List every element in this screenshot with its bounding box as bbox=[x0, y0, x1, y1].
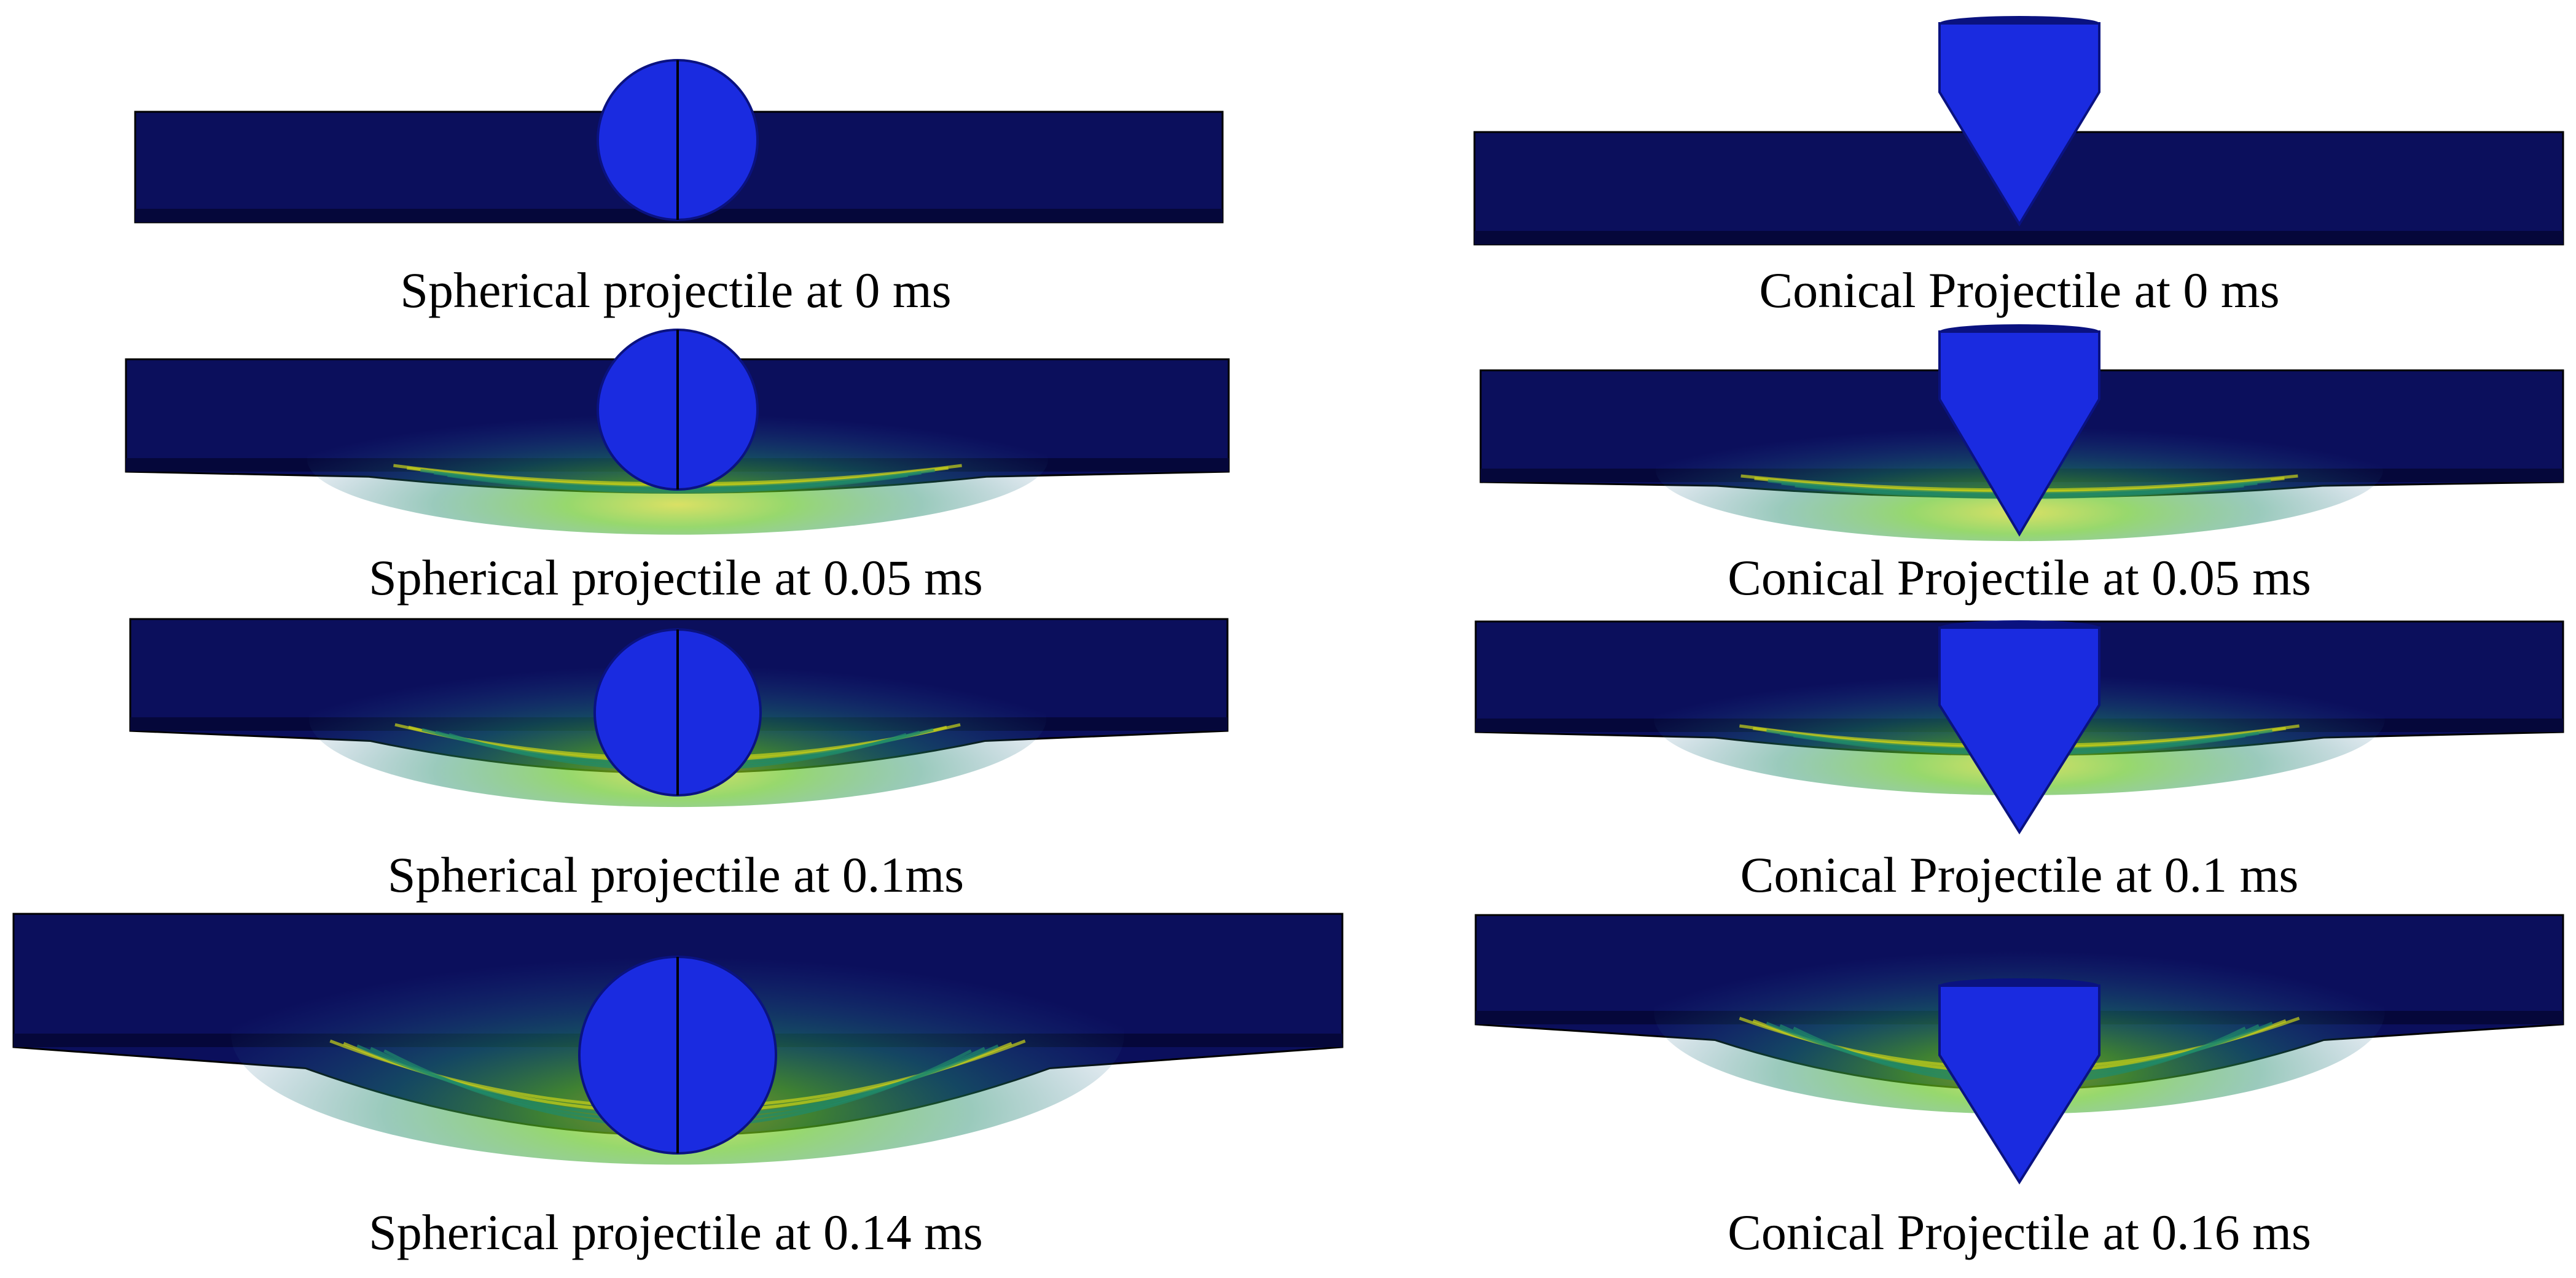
cone-projectile-conical-5 bbox=[1938, 330, 2100, 537]
caption-spherical-005: Spherical projectile at 0.05 ms bbox=[369, 550, 983, 606]
caption-conical-0: Conical Projectile at 0 ms bbox=[1759, 262, 2280, 318]
cone-projectile-conical-4 bbox=[1938, 22, 2100, 227]
cone-projectile-conical-6 bbox=[1938, 626, 2100, 835]
caption-conical-016: Conical Projectile at 0.16 ms bbox=[1728, 1204, 2311, 1260]
caption-spherical-014: Spherical projectile at 0.14 ms bbox=[369, 1204, 983, 1260]
fibre-line-spherical-1-4 bbox=[447, 473, 908, 494]
plate-backing-conical-4 bbox=[1474, 231, 2563, 244]
cone-projectile-conical-7 bbox=[1938, 984, 2100, 1185]
caption-spherical-01: Spherical projectile at 0.1ms bbox=[387, 847, 965, 903]
caption-conical-005: Conical Projectile at 0.05 ms bbox=[1728, 550, 2311, 606]
caption-conical-01: Conical Projectile at 0.1 ms bbox=[1740, 847, 2299, 903]
caption-spherical-0: Spherical projectile at 0 ms bbox=[400, 262, 952, 318]
